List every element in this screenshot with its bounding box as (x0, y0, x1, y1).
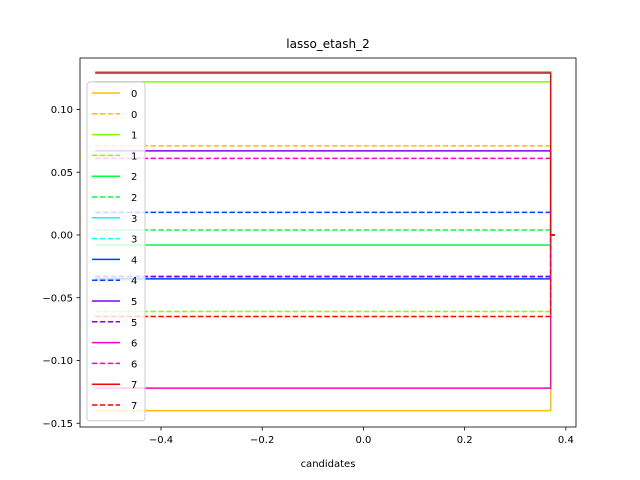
legend: 0 0 1 1 2 2 3 3 4 4 5 5 6 6 7 7 (86, 81, 146, 422)
legend-entry-label: 2 (131, 193, 137, 204)
chart-title: lasso_etash_2 (286, 37, 369, 51)
y-tick-label: −0.15 (42, 419, 73, 430)
x-axis: −0.4 −0.2 0.0 0.2 0.4 (149, 427, 574, 446)
legend-entry-label: 4 (131, 276, 137, 287)
y-tick-label: −0.10 (42, 356, 73, 367)
legend-entry-label: 0 (131, 89, 137, 100)
legend-entry-label: 1 (131, 151, 137, 162)
legend-entry-label: 3 (131, 214, 137, 225)
legend-entry-label: 6 (131, 359, 137, 370)
y-tick-label: 0.10 (51, 105, 73, 116)
legend-entry-label: 5 (131, 318, 137, 329)
legend-entry-label: 4 (131, 255, 137, 266)
legend-entry-label: 2 (131, 172, 137, 183)
y-tick-label: −0.05 (42, 293, 73, 304)
series-line-7-dashed (95, 234, 555, 318)
plot-area (95, 71, 555, 412)
y-tick-label: 0.00 (51, 231, 73, 242)
x-tick-label: −0.4 (149, 435, 173, 446)
legend-entry-label: 0 (131, 110, 137, 121)
y-axis: −0.15 −0.10 −0.05 0.00 0.05 0.10 (42, 105, 80, 430)
axes-frame (79, 57, 577, 428)
x-axis-label: candidates (301, 459, 356, 470)
legend-entry-label: 3 (131, 235, 137, 246)
x-tick-label: −0.2 (250, 435, 274, 446)
legend-entry-label: 1 (131, 131, 137, 142)
legend-entry-label: 7 (131, 380, 137, 391)
x-tick-label: 0.0 (355, 435, 371, 446)
legend-entry-label: 6 (131, 339, 137, 350)
legend-box (86, 81, 146, 422)
x-tick-label: 0.4 (558, 435, 574, 446)
legend-entry-label: 7 (131, 401, 137, 412)
legend-entry-label: 5 (131, 297, 137, 308)
x-tick-label: 0.2 (457, 435, 473, 446)
y-tick-label: 0.05 (51, 168, 73, 179)
